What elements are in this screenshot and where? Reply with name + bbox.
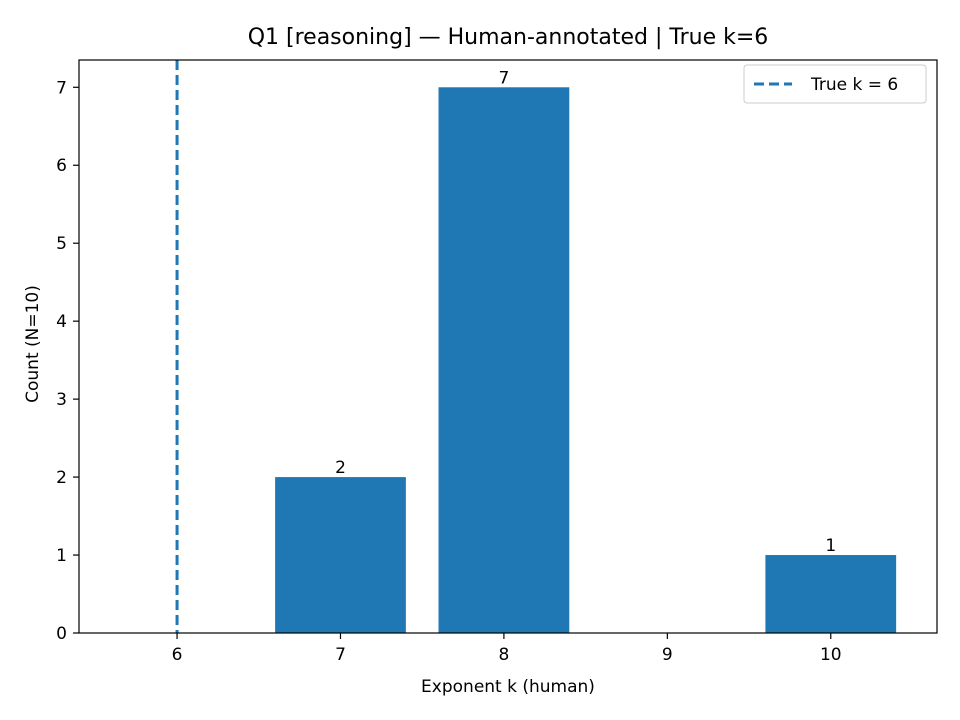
bar-value-label-k-7: 2 <box>335 458 346 478</box>
x-tick-label: 6 <box>172 645 183 665</box>
y-tick-label: 4 <box>56 312 67 332</box>
y-axis-ticks: 0 1 2 3 4 5 6 7 <box>56 78 79 644</box>
y-tick-label: 0 <box>56 624 67 644</box>
y-tick-label: 5 <box>56 234 67 254</box>
y-tick-label: 3 <box>56 390 67 410</box>
bar-labels: 2 7 1 <box>335 68 836 556</box>
y-tick-label: 7 <box>56 78 67 98</box>
y-tick-label: 6 <box>56 156 67 176</box>
bar-value-label-k-10: 1 <box>825 536 836 556</box>
bar-value-label-k-8: 7 <box>499 68 510 88</box>
legend-label: True k = 6 <box>810 75 898 95</box>
legend-box <box>743 64 927 104</box>
bar-k-7 <box>275 477 406 633</box>
y-axis-label: Count (N=10) <box>23 285 43 403</box>
x-axis-label: Exponent k (human) <box>421 677 595 697</box>
x-tick-label: 7 <box>335 645 346 665</box>
x-tick-label: 9 <box>662 645 673 665</box>
bar-k-8 <box>438 87 570 634</box>
y-tick-label: 1 <box>56 546 67 566</box>
plot-frame <box>78 59 938 634</box>
x-axis-ticks: 6 7 8 9 10 <box>172 633 842 665</box>
x-tick-label: 10 <box>820 645 842 665</box>
legend: True k = 6 <box>743 64 927 104</box>
chart-title: Q1 [reasoning] — Human-annotated | True … <box>248 25 769 50</box>
y-tick-label: 2 <box>56 468 67 488</box>
bar-k-10 <box>765 555 897 633</box>
bars <box>275 87 897 634</box>
x-tick-label: 8 <box>499 645 510 665</box>
